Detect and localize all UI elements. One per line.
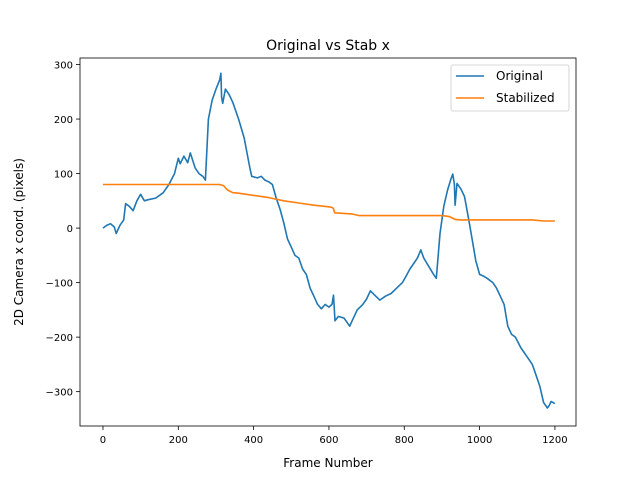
y-tick-label: 0: [67, 224, 73, 235]
legend-label-original: Original: [496, 69, 543, 83]
legend-label-stabilized: Stabilized: [496, 91, 555, 105]
y-axis-label: 2D Camera x coord. (pixels): [12, 158, 26, 326]
y-tick-label: 200: [54, 115, 73, 126]
series-line-stabilized: [103, 183, 555, 222]
series-line-original: [102, 72, 556, 409]
x-tick-label: 0: [100, 435, 106, 446]
legend: Original Stabilized: [450, 64, 570, 112]
x-tick-label: 1200: [542, 435, 567, 446]
x-tick-label: 800: [395, 435, 414, 446]
x-tick-label: 400: [244, 435, 263, 446]
chart-title: Original vs Stab x: [266, 38, 390, 54]
x-tick-label: 200: [169, 435, 188, 446]
y-tick-label: −100: [46, 279, 73, 290]
x-tick-label: 600: [319, 435, 338, 446]
plot-frame: [79, 57, 577, 427]
y-tick-label: −200: [46, 333, 73, 344]
y-tick-label: −300: [46, 388, 73, 399]
x-axis-label: Frame Number: [283, 456, 372, 470]
y-tick-label: 100: [54, 170, 73, 181]
y-tick-label: 300: [54, 61, 73, 72]
x-tick-label: 1000: [467, 435, 492, 446]
